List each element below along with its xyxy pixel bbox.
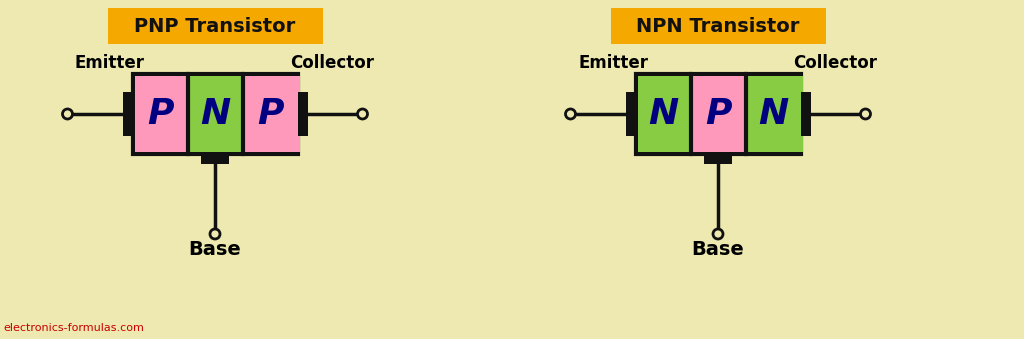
Text: Emitter: Emitter xyxy=(75,54,145,72)
Text: Collector: Collector xyxy=(290,54,374,72)
Bar xyxy=(245,76,299,152)
Bar xyxy=(298,92,307,136)
Bar xyxy=(189,76,243,152)
Bar xyxy=(636,74,801,154)
Text: Collector: Collector xyxy=(793,54,877,72)
Circle shape xyxy=(357,109,368,119)
Bar xyxy=(638,76,690,152)
Bar xyxy=(748,76,803,152)
Text: N: N xyxy=(758,97,788,131)
Bar xyxy=(134,76,187,152)
Bar xyxy=(692,76,745,152)
Text: PNP Transistor: PNP Transistor xyxy=(134,17,296,36)
Text: N: N xyxy=(648,97,678,131)
Bar xyxy=(123,92,132,136)
Circle shape xyxy=(713,229,723,239)
Bar xyxy=(108,8,323,44)
Bar xyxy=(801,92,811,136)
Text: P: P xyxy=(705,97,731,131)
Bar xyxy=(705,154,732,164)
Text: Base: Base xyxy=(188,240,242,259)
Circle shape xyxy=(210,229,220,239)
Text: Base: Base xyxy=(691,240,744,259)
Bar xyxy=(201,154,229,164)
Text: P: P xyxy=(257,97,284,131)
Text: NPN Transistor: NPN Transistor xyxy=(636,17,800,36)
Text: P: P xyxy=(146,97,173,131)
Text: electronics-formulas.com: electronics-formulas.com xyxy=(3,323,144,333)
Text: N: N xyxy=(200,97,230,131)
Circle shape xyxy=(62,109,73,119)
Bar xyxy=(626,92,636,136)
Text: Emitter: Emitter xyxy=(578,54,648,72)
Bar xyxy=(132,74,298,154)
Circle shape xyxy=(565,109,575,119)
Bar xyxy=(610,8,825,44)
Circle shape xyxy=(860,109,870,119)
